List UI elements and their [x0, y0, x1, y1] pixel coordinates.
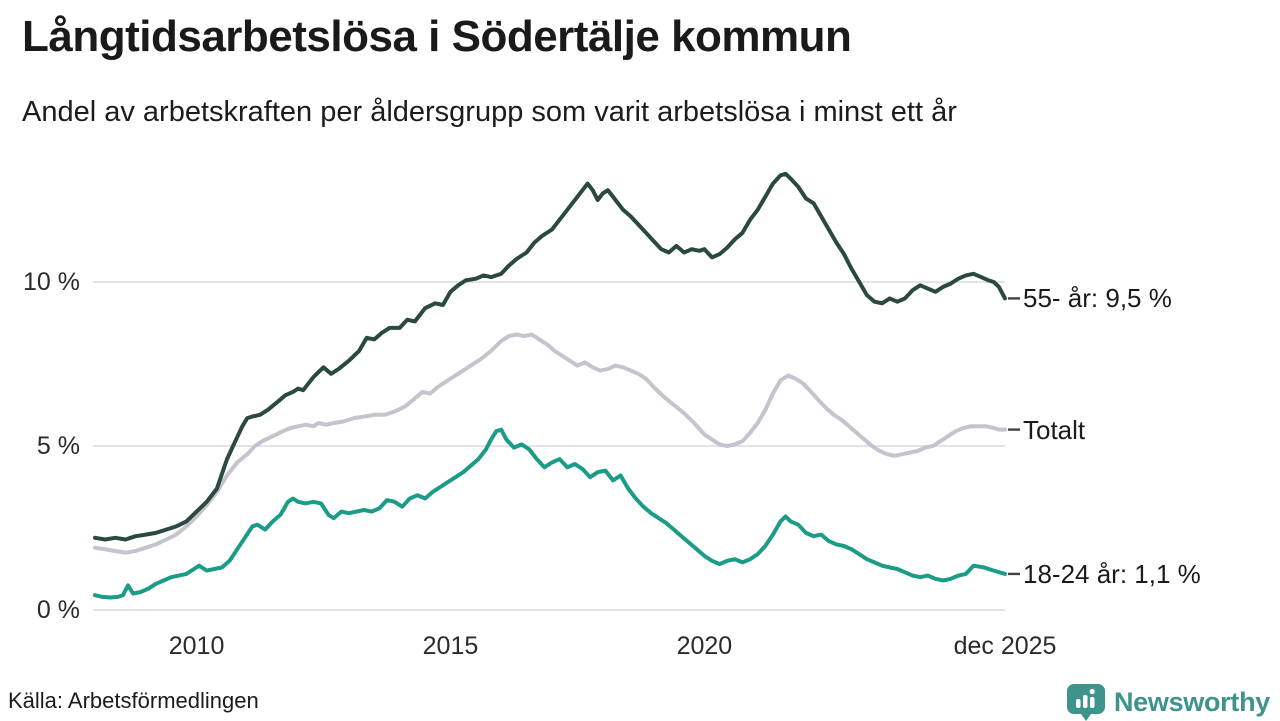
newsworthy-logo-icon: [1066, 684, 1105, 721]
series-line-Totalt: [93, 332, 1007, 555]
source-caption: Källa: Arbetsförmedlingen: [8, 688, 259, 713]
x-tick-label-2020: 2020: [676, 632, 733, 660]
page-subtitle: Andel av arbetskraften per åldersgrupp s…: [22, 96, 957, 128]
newsworthy-logo-text: Newsworthy: [1113, 686, 1270, 717]
end-label-Totalt: Totalt: [1023, 414, 1086, 445]
series-line-55--år: [93, 171, 1007, 542]
x-tick-label-2010: 2010: [168, 632, 225, 660]
series-line-18-24-år: [93, 427, 1007, 600]
y-tick-label-0: 0 %: [36, 596, 80, 624]
page-title: Långtidsarbetslösa i Södertälje kommun: [22, 12, 852, 61]
newsworthy-brand: Newsworthy: [1066, 683, 1270, 721]
end-label-55--år: 55- år: 9,5 %: [1023, 283, 1172, 314]
end-label-18-24-år: 18-24 år: 1,1 %: [1023, 558, 1201, 589]
x-tick-label-2015: 2015: [422, 632, 479, 660]
y-tick-label-10: 10 %: [23, 268, 80, 296]
x-tick-label-dec-2025: dec 2025: [953, 632, 1057, 660]
y-tick-label-5: 5 %: [36, 432, 80, 460]
